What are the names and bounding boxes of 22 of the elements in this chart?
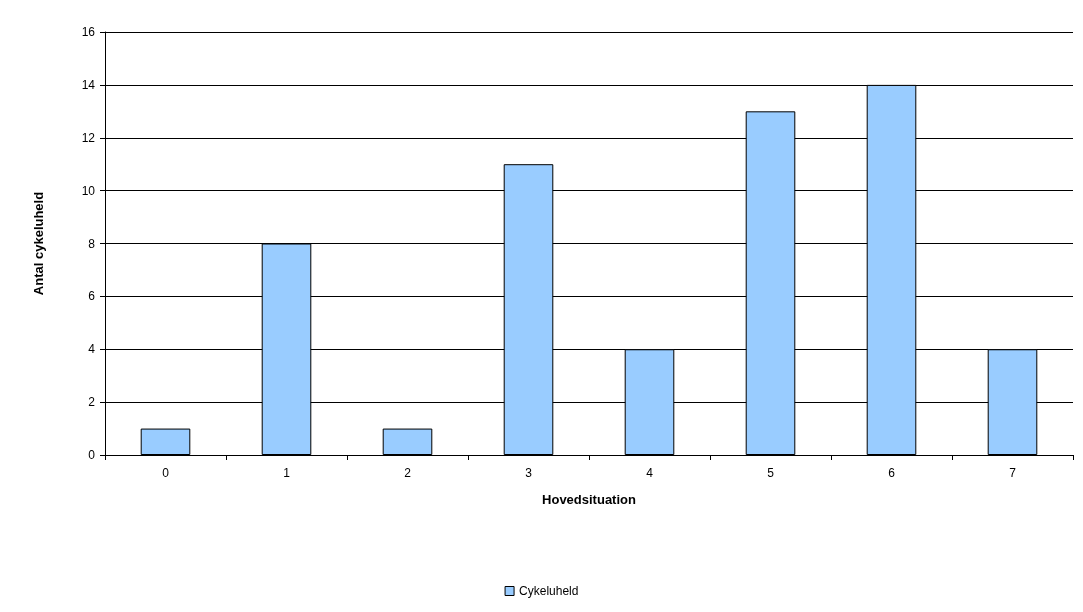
y-tick-label: 8 [88, 236, 96, 251]
y-tick-label: 6 [88, 289, 96, 304]
y-tick-label: 14 [81, 77, 96, 92]
x-axis-title: Hovedsituation [542, 492, 636, 507]
x-tick-label: 3 [525, 466, 533, 480]
y-tick-label: 16 [81, 25, 96, 39]
legend-label: Cykeluheld [519, 584, 579, 598]
x-tick-label: 7 [1009, 466, 1017, 480]
x-tick-label: 4 [646, 466, 654, 480]
y-tick-label: 0 [88, 448, 96, 462]
y-tick-label: 2 [88, 395, 96, 410]
bar [140, 428, 191, 455]
x-tick-label: 5 [767, 466, 775, 480]
y-tick-label: 4 [88, 342, 96, 357]
y-axis-title: Antal cykeluheld [31, 191, 46, 296]
x-tick-label: 0 [162, 466, 170, 480]
y-tick-label: 12 [81, 130, 96, 145]
x-tick-label: 6 [888, 466, 896, 480]
x-tick-label: 1 [283, 466, 291, 480]
x-tick-label: 2 [404, 466, 412, 480]
bar [382, 428, 433, 455]
y-tick-label: 10 [81, 183, 96, 198]
